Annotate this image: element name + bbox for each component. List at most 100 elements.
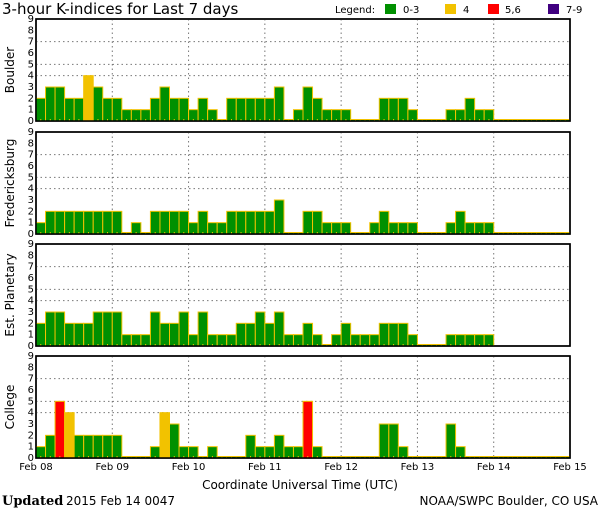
bar-fredericksburg-28 <box>302 210 314 235</box>
chart-title: 3-hour K-indices for Last 7 days <box>2 0 238 18</box>
x-tick-label: Feb 14 <box>477 462 511 473</box>
bar-boulder-8 <box>111 97 123 122</box>
bar-college-14 <box>169 423 180 459</box>
y-tick-label: 6 <box>28 161 34 172</box>
bar-boulder-38 <box>397 97 409 122</box>
bar-boulder-13 <box>159 86 170 122</box>
bar-est-planetary-0 <box>35 322 47 347</box>
bar-college-7 <box>102 434 113 459</box>
x-tick-label: Feb 09 <box>95 462 129 473</box>
bar-est-planetary-38 <box>397 322 409 347</box>
bar-fredericksburg-17 <box>197 210 209 235</box>
bar-fredericksburg-23 <box>254 210 266 235</box>
y-tick-label: 9 <box>28 239 34 250</box>
bar-fredericksburg-8 <box>111 210 123 235</box>
bar-est-planetary-13 <box>159 322 170 347</box>
y-tick-label: 7 <box>28 374 34 385</box>
bar-fredericksburg-25 <box>273 199 285 235</box>
bar-boulder-24 <box>264 97 275 122</box>
y-tick-label: 0 <box>28 229 34 240</box>
y-tick-label: 3 <box>28 82 34 93</box>
bar-est-planetary-24 <box>264 322 275 347</box>
y-tick-label: 7 <box>28 262 34 273</box>
bar-college-25 <box>273 434 285 459</box>
y-tick-label: 8 <box>28 25 34 36</box>
y-tick-label: 5 <box>28 172 34 183</box>
legend-item-0-3: 0-3 <box>403 5 419 16</box>
bar-est-planetary-8 <box>111 311 123 347</box>
y-tick-label: 0 <box>28 453 34 464</box>
y-tick-label: 9 <box>28 351 34 362</box>
bar-college-22 <box>245 434 256 459</box>
bar-est-planetary-17 <box>197 311 209 347</box>
y-tick-label: 9 <box>28 127 34 138</box>
y-tick-label: 6 <box>28 385 34 396</box>
bar-college-5 <box>83 434 94 459</box>
bar-college-2 <box>54 400 66 459</box>
bar-fredericksburg-36 <box>378 210 390 235</box>
y-tick-label: 8 <box>28 362 34 373</box>
bar-boulder-1 <box>45 86 56 122</box>
bar-boulder-21 <box>235 97 247 122</box>
bar-college-13 <box>159 412 170 459</box>
bar-college-37 <box>388 423 399 459</box>
bar-fredericksburg-2 <box>54 210 66 235</box>
updated-label: Updated <box>2 494 63 509</box>
legend-swatch-4 <box>445 4 456 14</box>
panel-border <box>35 18 571 122</box>
x-tick-label: Feb 11 <box>248 462 282 473</box>
bar-fredericksburg-20 <box>226 210 237 235</box>
bar-fredericksburg-1 <box>45 210 56 235</box>
y-tick-label: 3 <box>28 307 34 318</box>
y-tick-label: 1 <box>28 442 34 453</box>
bar-est-planetary-14 <box>169 322 180 347</box>
bar-fredericksburg-3 <box>64 210 75 235</box>
bar-boulder-7 <box>102 97 113 122</box>
y-tick-label: 8 <box>28 250 34 261</box>
bar-boulder-37 <box>388 97 399 122</box>
bar-est-planetary-25 <box>273 311 285 347</box>
bar-fredericksburg-12 <box>149 210 161 235</box>
x-tick-label: Feb 13 <box>401 462 435 473</box>
panel-border <box>35 131 571 235</box>
bar-est-planetary-7 <box>102 311 113 347</box>
y-tick-label: 0 <box>28 341 34 352</box>
bar-fredericksburg-4 <box>73 210 85 235</box>
bar-boulder-12 <box>149 97 161 122</box>
bar-fredericksburg-24 <box>264 210 275 235</box>
bar-fredericksburg-22 <box>245 210 256 235</box>
y-tick-label: 2 <box>28 206 34 217</box>
y-tick-label: 4 <box>28 408 34 419</box>
bar-college-4 <box>73 434 85 459</box>
y-tick-label: 6 <box>28 273 34 284</box>
y-tick-label: 8 <box>28 138 34 149</box>
y-tick-label: 2 <box>28 318 34 329</box>
bar-est-planetary-3 <box>64 322 75 347</box>
bar-fredericksburg-7 <box>102 210 113 235</box>
bar-college-28 <box>302 400 314 459</box>
bar-boulder-4 <box>73 97 85 122</box>
bar-boulder-20 <box>226 97 237 122</box>
bar-est-planetary-22 <box>245 322 256 347</box>
source-credit: NOAA/SWPC Boulder, CO USA <box>420 494 599 508</box>
legend-swatch-7-9 <box>548 4 559 14</box>
panel-border <box>35 355 571 459</box>
bar-college-8 <box>111 434 123 459</box>
legend: Legend: 0-3 4 5,6 7-9 <box>335 4 582 16</box>
legend-swatch-0-3 <box>385 4 396 14</box>
bar-est-planetary-32 <box>340 322 352 347</box>
updated-value: 2015 Feb 14 0047 <box>66 494 175 508</box>
bar-est-planetary-1 <box>45 311 56 347</box>
x-tick-label: Feb 08 <box>19 462 53 473</box>
bar-college-3 <box>64 412 75 459</box>
bar-college-43 <box>445 423 457 459</box>
y-tick-label: 3 <box>28 419 34 430</box>
bar-est-planetary-23 <box>254 311 266 347</box>
y-tick-label: 7 <box>28 37 34 48</box>
y-tick-label: 2 <box>28 93 34 104</box>
y-tick-label: 1 <box>28 330 34 341</box>
